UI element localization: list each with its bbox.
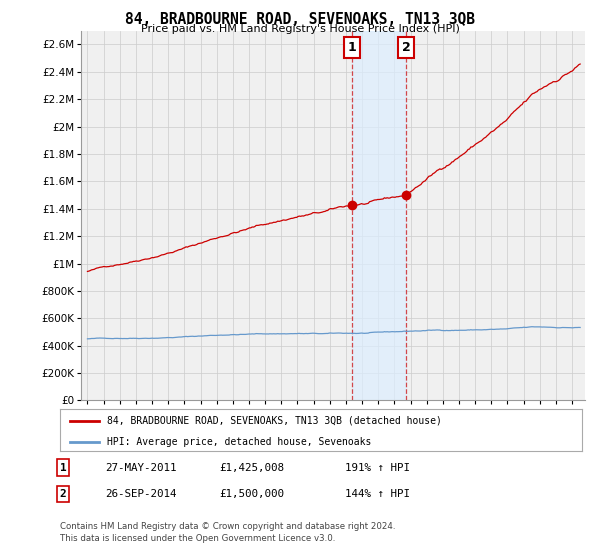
Text: HPI: Average price, detached house, Sevenoaks: HPI: Average price, detached house, Seve… — [107, 437, 371, 446]
Text: 2: 2 — [402, 41, 410, 54]
Text: This data is licensed under the Open Government Licence v3.0.: This data is licensed under the Open Gov… — [60, 534, 335, 543]
Text: £1,500,000: £1,500,000 — [219, 489, 284, 499]
Text: Contains HM Land Registry data © Crown copyright and database right 2024.: Contains HM Land Registry data © Crown c… — [60, 522, 395, 531]
Text: 191% ↑ HPI: 191% ↑ HPI — [345, 463, 410, 473]
Text: 144% ↑ HPI: 144% ↑ HPI — [345, 489, 410, 499]
Text: 1: 1 — [347, 41, 356, 54]
Text: 1: 1 — [59, 463, 67, 473]
Text: 2: 2 — [59, 489, 67, 499]
Text: 84, BRADBOURNE ROAD, SEVENOAKS, TN13 3QB (detached house): 84, BRADBOURNE ROAD, SEVENOAKS, TN13 3QB… — [107, 416, 442, 426]
Bar — [352, 31, 406, 400]
Text: 27-MAY-2011: 27-MAY-2011 — [105, 463, 176, 473]
Text: 84, BRADBOURNE ROAD, SEVENOAKS, TN13 3QB: 84, BRADBOURNE ROAD, SEVENOAKS, TN13 3QB — [125, 12, 475, 27]
Text: £1,425,008: £1,425,008 — [219, 463, 284, 473]
Text: Price paid vs. HM Land Registry's House Price Index (HPI): Price paid vs. HM Land Registry's House … — [140, 24, 460, 34]
Text: 26-SEP-2014: 26-SEP-2014 — [105, 489, 176, 499]
